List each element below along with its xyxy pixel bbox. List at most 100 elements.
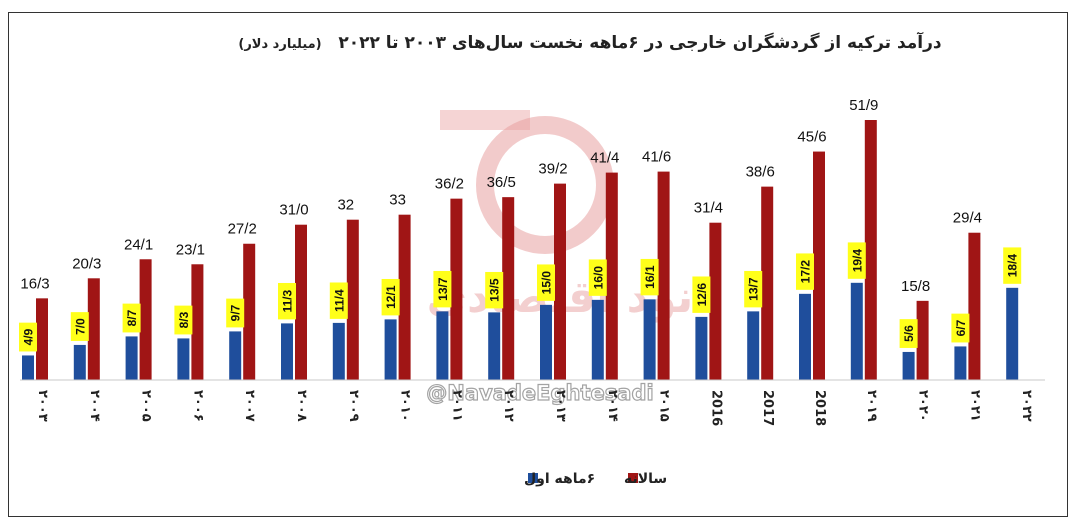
label-annual: 27/2 bbox=[228, 221, 257, 238]
bar-first-half bbox=[384, 319, 397, 380]
bar-annual bbox=[813, 151, 825, 380]
label-annual: 36/5 bbox=[487, 174, 516, 191]
label-first-half-text: 11/3 bbox=[281, 290, 295, 313]
bar-first-half bbox=[591, 299, 604, 380]
label-first-half-text: 13/5 bbox=[488, 278, 502, 302]
label-first-half-text: 8/7 bbox=[125, 309, 139, 326]
x-tick-label: ۲۰۰۳ bbox=[35, 390, 50, 422]
label-first-half-bg bbox=[278, 282, 296, 320]
legend-swatch bbox=[528, 473, 538, 483]
label-first-half-bg bbox=[951, 313, 970, 343]
watermark-handle: @NavadeEghtesadi bbox=[426, 381, 653, 405]
label-first-half: 8/7 bbox=[122, 303, 141, 333]
bar-annual bbox=[398, 214, 411, 380]
bar-annual bbox=[87, 278, 100, 380]
bar-first-half bbox=[1006, 287, 1019, 380]
label-first-half-text: 17/2 bbox=[799, 260, 813, 284]
label-annual: 41/4 bbox=[590, 150, 619, 167]
x-tick-label: ۲۰۰۶ bbox=[190, 390, 205, 422]
label-first-half: 6/7 bbox=[951, 313, 970, 343]
label-first-half: 12/1 bbox=[381, 278, 400, 316]
label-first-half-text: 16/0 bbox=[591, 266, 605, 290]
label-annual: 33 bbox=[389, 192, 406, 209]
bar-first-half bbox=[695, 316, 708, 380]
legend-item: سالانه bbox=[624, 471, 667, 487]
bar-first-half bbox=[540, 304, 552, 380]
bar-first-half bbox=[229, 331, 242, 380]
label-first-half: 16/1 bbox=[640, 258, 659, 296]
chart-title: درآمد ترکیه از گردشگران خارجی در ۶ماهه ن… bbox=[338, 31, 942, 53]
x-tick-label: ۲۰۰۸ bbox=[294, 390, 309, 422]
label-first-half-bg bbox=[329, 282, 348, 319]
bar-first-half bbox=[281, 323, 293, 380]
x-tick-label: ۲۰۱۴ bbox=[605, 390, 620, 422]
label-first-half-text: 9/7 bbox=[229, 304, 243, 321]
label-annual: 32 bbox=[337, 197, 354, 214]
label-first-half: 5/6 bbox=[899, 319, 918, 348]
bar-annual bbox=[243, 243, 256, 380]
x-tick: ۲۰۲۲ bbox=[1019, 390, 1034, 422]
label-first-half-bg bbox=[640, 258, 659, 296]
label-annual: 31/4 bbox=[694, 200, 723, 217]
label-annual: 15/8 bbox=[901, 278, 930, 295]
label-first-half-text: 4/9 bbox=[22, 328, 36, 345]
label-first-half: 12/6 bbox=[692, 276, 711, 313]
label-first-half: 13/7 bbox=[744, 270, 763, 308]
legend: ۶ماهه اول سالانه bbox=[524, 471, 667, 487]
label-annual: 31/0 bbox=[279, 202, 308, 219]
chart-subtitle: (میلیارد دلار) bbox=[238, 37, 321, 52]
label-first-half-bg bbox=[1003, 247, 1022, 284]
label-annual: 51/9 bbox=[849, 97, 878, 114]
label-annual: 36/2 bbox=[435, 176, 464, 193]
x-tick-labels: ۲۰۰۳ ۲۰۰۴ ۲۰۰۵ ۲۰۰۶ ۲۰۰۷ ۲۰۰۸ ۲۰۰۹ ۲۰۱۰ ۲۰۱۱ ۲۰۱۲… bbox=[35, 390, 1034, 426]
label-first-half-bg bbox=[847, 242, 866, 279]
label-first-half-bg bbox=[19, 322, 37, 352]
label-first-half-text: 12/1 bbox=[384, 285, 398, 309]
legend-item: ۶ماهه اول bbox=[524, 471, 595, 487]
label-first-half-text: 7/0 bbox=[73, 318, 87, 335]
label-annual: 45/6 bbox=[797, 129, 826, 146]
x-tick: ۲۰۱۴ bbox=[605, 390, 620, 422]
x-tick: 2017 bbox=[760, 390, 775, 426]
x-tick-label: ۲۰۱۵ bbox=[657, 390, 672, 422]
watermark-logo-ring bbox=[476, 116, 614, 254]
x-tick-label: ۲۰۱۳ bbox=[553, 390, 568, 422]
x-tick: 2018 bbox=[812, 390, 827, 426]
x-tick: ۲۰۱۹ bbox=[864, 390, 879, 422]
bar-first-half bbox=[850, 282, 863, 380]
x-tick-label: 2018 bbox=[812, 390, 827, 426]
label-annual: 20/3 bbox=[72, 255, 101, 272]
label-annual: 38/6 bbox=[746, 164, 775, 181]
x-tick-label: ۲۰۰۴ bbox=[87, 390, 102, 422]
x-tick-label: ۲۰۱۰ bbox=[398, 390, 413, 422]
label-first-half: 13/5 bbox=[485, 271, 504, 309]
x-tick: ۲۰۰۳ bbox=[35, 390, 50, 422]
bar-first-half bbox=[436, 311, 449, 380]
bar-annual bbox=[709, 222, 722, 380]
label-first-half-text: 12/6 bbox=[695, 283, 709, 307]
label-first-half-text: 5/6 bbox=[902, 325, 916, 342]
label-annual: 23/1 bbox=[176, 241, 205, 258]
x-tick-label: ۲۰۰۷ bbox=[242, 390, 257, 422]
x-tick: ۲۰۱۵ bbox=[657, 390, 672, 422]
label-annual: 16/3 bbox=[20, 275, 49, 292]
bar-annual bbox=[36, 298, 48, 380]
label-first-half-text: 15/0 bbox=[540, 271, 554, 295]
bar-first-half bbox=[747, 311, 760, 380]
legend-swatch bbox=[628, 473, 638, 483]
label-first-half-bg bbox=[381, 278, 400, 316]
label-annual: 39/2 bbox=[538, 161, 567, 178]
x-tick: ۲۰۰۹ bbox=[346, 390, 361, 422]
bar-annual bbox=[450, 198, 463, 380]
label-first-half: 16/0 bbox=[588, 259, 607, 296]
bar-annual bbox=[968, 232, 981, 380]
bar-annual bbox=[502, 197, 515, 380]
label-first-half-bg bbox=[485, 271, 504, 309]
bar-first-half bbox=[177, 338, 190, 380]
label-first-half-bg bbox=[70, 312, 89, 341]
x-tick-label: 2016 bbox=[708, 390, 723, 426]
bar-annual bbox=[554, 183, 566, 380]
x-tick: ۲۰۰۵ bbox=[139, 390, 154, 422]
label-first-half: 9/7 bbox=[226, 298, 245, 328]
